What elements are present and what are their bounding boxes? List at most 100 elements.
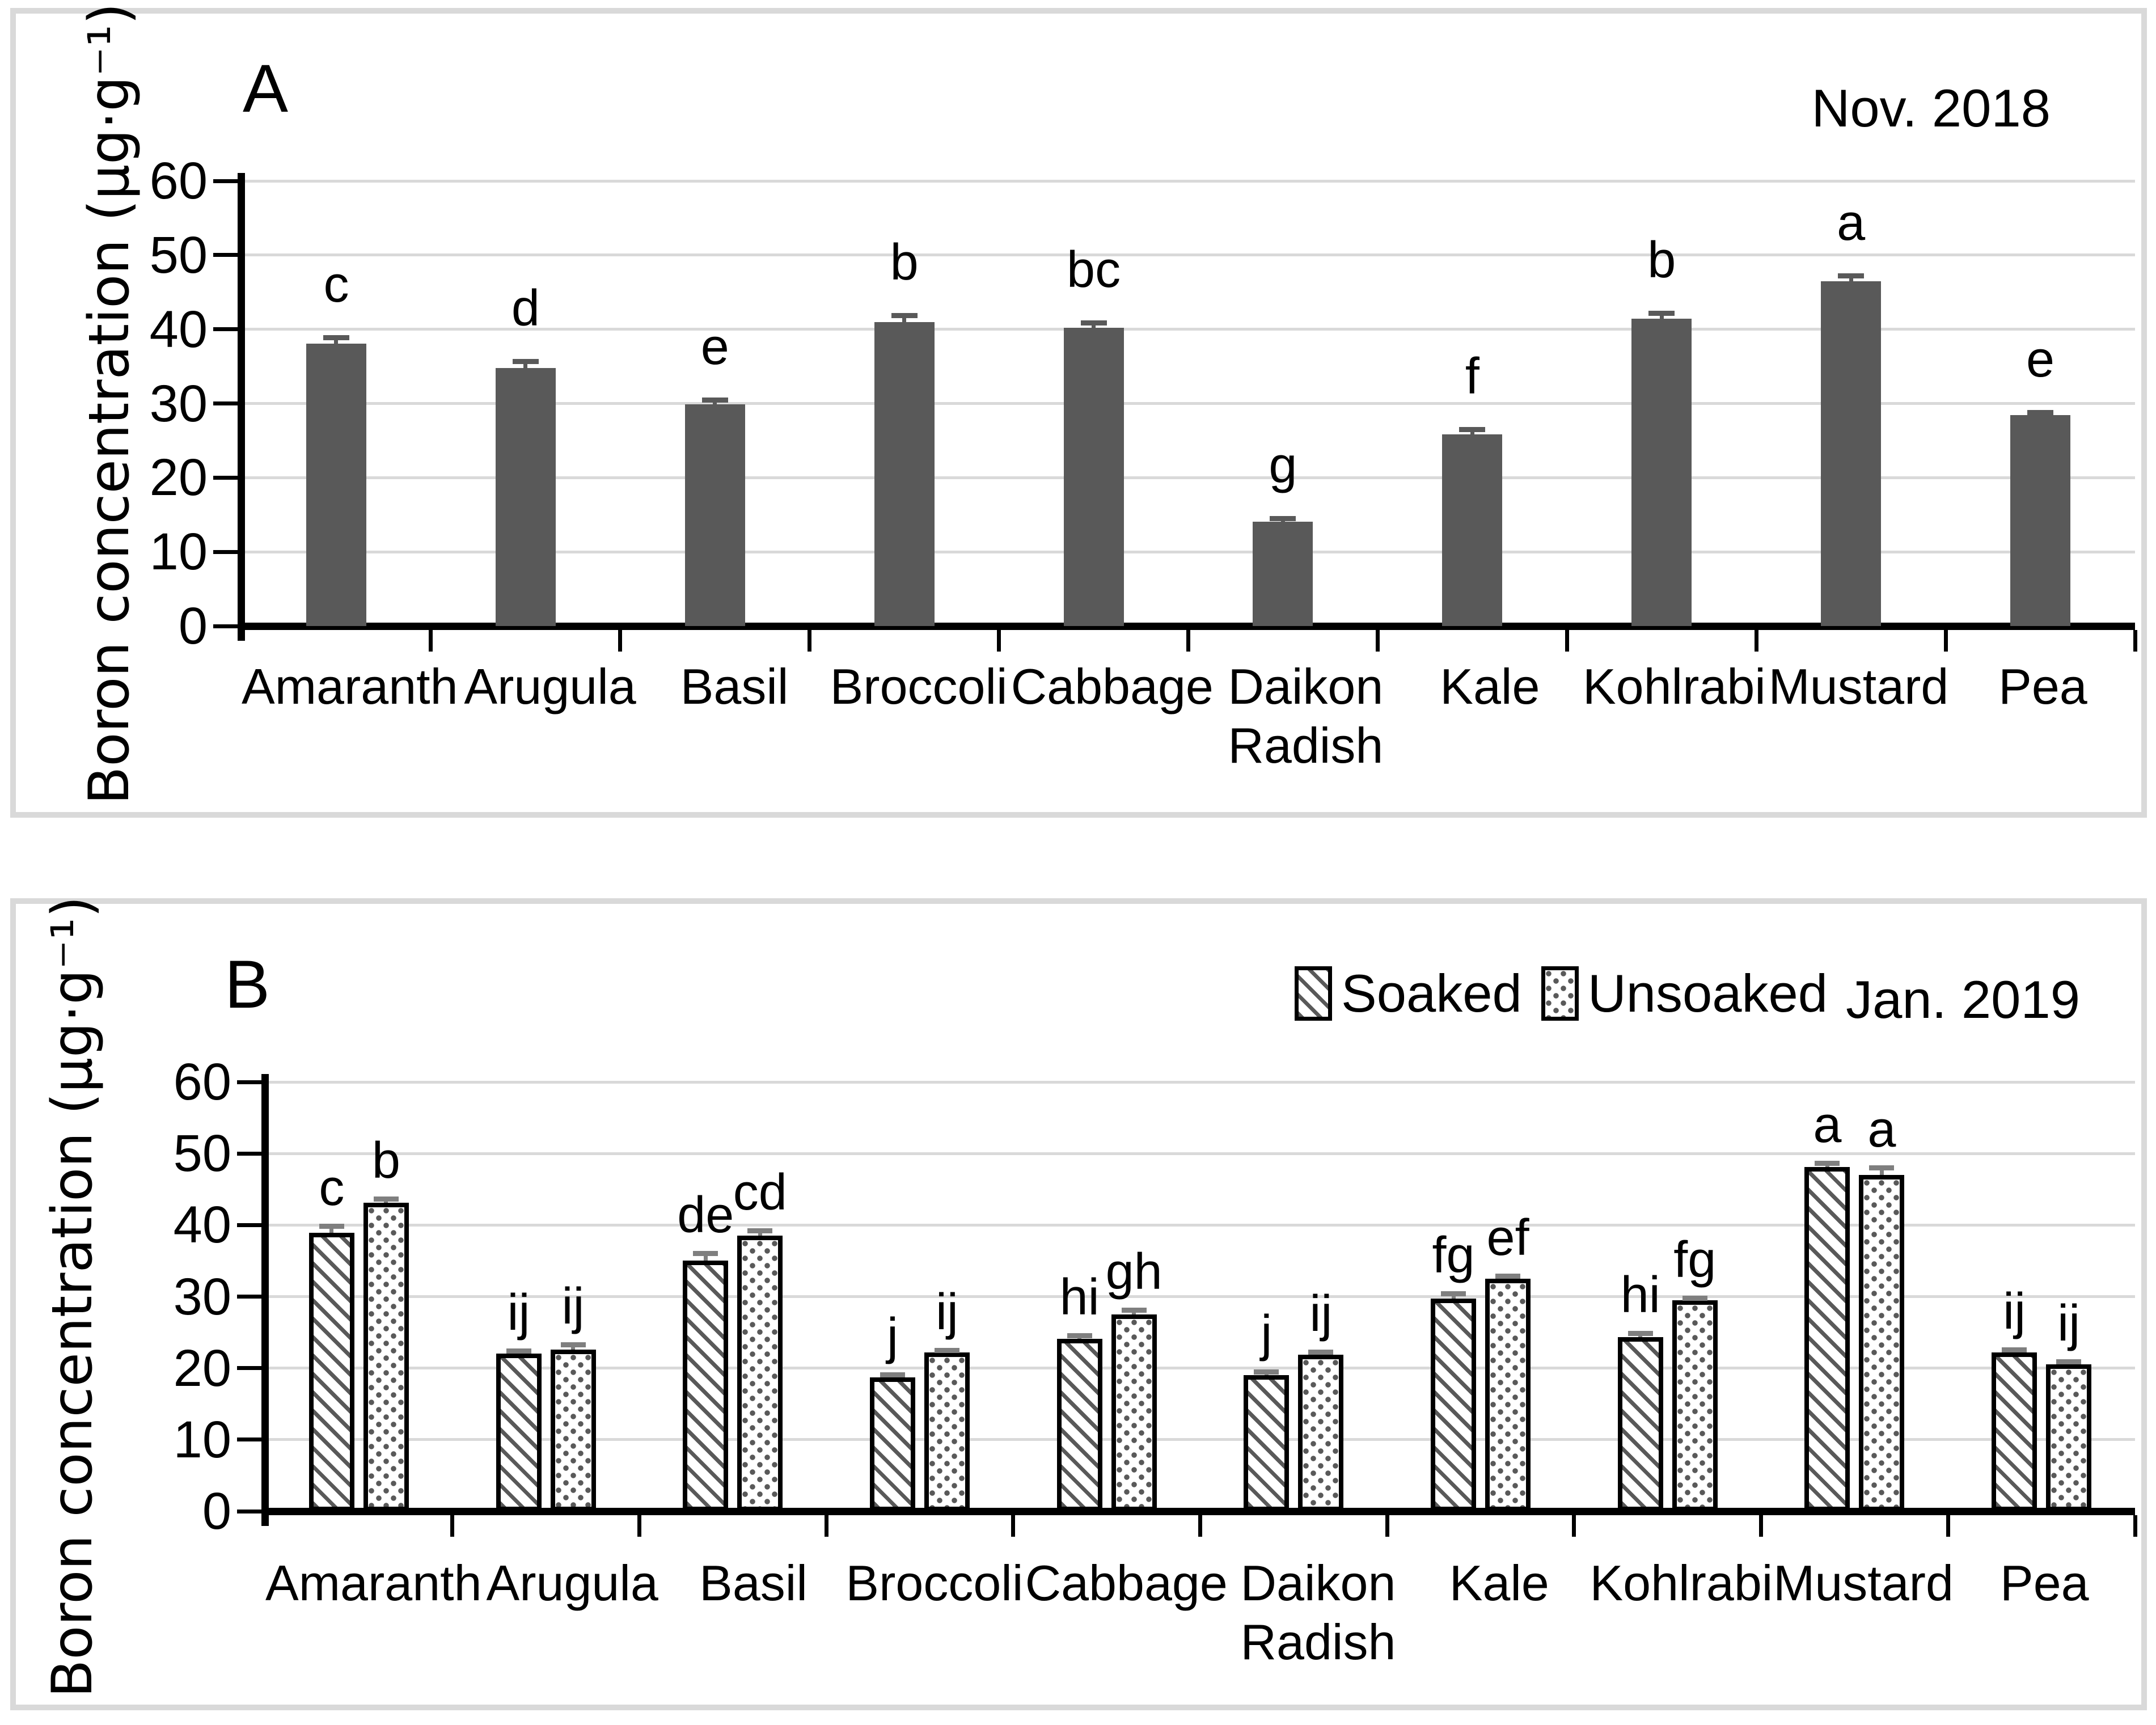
error-bar (703, 1253, 708, 1261)
gridline (242, 476, 2135, 479)
error-bar-cap (512, 358, 539, 364)
error-bar-cap (1648, 310, 1675, 316)
y-axis-tick (237, 1366, 262, 1371)
error-bar-cap (373, 1196, 399, 1202)
chart-a-plot-area: 0 10 20 30 40 50 60 c d e b bc g f b a e (150, 155, 2137, 652)
x-axis-label: Daikon Radish (1240, 1555, 1396, 1670)
y-axis-tick-label: 10 (173, 1410, 231, 1469)
y-axis-tick (213, 549, 238, 554)
chart-b-plot-area: 0 10 20 30 40 50 60 c ij de j hi j fg hi a ij b ij cd ij gh ij… (174, 1056, 2137, 1537)
x-axis-tick (1759, 1515, 1764, 1537)
legend-item-soaked: Soaked (1295, 966, 1522, 1021)
y-axis-tick (213, 253, 238, 257)
gridline (265, 1367, 2135, 1370)
y-axis-line (238, 173, 245, 641)
x-axis-tick (429, 630, 433, 652)
y-axis-tick-label: 50 (149, 226, 208, 284)
y-axis-tick (237, 1151, 262, 1156)
x-axis-label: Amaranth (242, 658, 458, 714)
x-axis-tick (1186, 630, 1190, 652)
significance-letter: a (1837, 195, 1866, 252)
y-axis-tick (237, 1509, 262, 1513)
x-axis-label: Kohlrabi (1582, 658, 1766, 714)
x-axis-tick (1385, 1515, 1389, 1537)
significance-letter: b (371, 1132, 400, 1189)
x-axis-tick (2133, 1515, 2137, 1537)
bar-soaked-kale (1431, 1299, 1477, 1511)
y-axis-tick-label: 30 (173, 1267, 231, 1326)
significance-letter: e (700, 318, 729, 375)
bar-unsoaked-daikon-radish (1298, 1354, 1344, 1511)
x-axis-tick (1754, 630, 1758, 652)
error-bar-cap (1080, 320, 1107, 325)
bar-unsoaked-mustard (1859, 1175, 1905, 1511)
error-bar-cap (1270, 516, 1296, 522)
gridline (265, 1223, 2135, 1227)
significance-letter: c (319, 1159, 345, 1216)
bar-soaked-kohlrabi (1617, 1337, 1663, 1511)
x-axis-tick (1565, 630, 1569, 652)
x-axis-label: Pea (1998, 658, 2087, 714)
bar-nov. 2018-broccoli (874, 322, 935, 626)
significance-letter: ij (507, 1284, 530, 1342)
significance-letter: hi (1059, 1269, 1100, 1326)
legend-label-soaked: Soaked (1341, 963, 1522, 1023)
y-axis-tick (237, 1223, 262, 1227)
error-bar-cap (560, 1342, 586, 1348)
x-axis-label: Arugula (464, 658, 636, 714)
bar-nov. 2018-basil (684, 404, 745, 626)
error-bar-cap (1254, 1369, 1279, 1375)
y-axis-tick-label: 60 (149, 152, 208, 210)
y-axis-line (261, 1074, 269, 1526)
error-bar-cap (2002, 1347, 2027, 1352)
bar-soaked-basil (683, 1261, 729, 1511)
x-axis-label: Kale (1440, 658, 1540, 714)
chart-a-x-axis-labels: Amaranth Arugula Basil Broccoli Cabbage Daiko… (242, 657, 2135, 775)
x-axis-label: Broccoli (846, 1555, 1024, 1611)
bar-nov. 2018-cabbage (1063, 328, 1124, 626)
significance-letter: fg (1432, 1227, 1475, 1284)
error-bar-cap (1627, 1330, 1653, 1336)
x-axis-label: Mustard (1768, 658, 1949, 714)
significance-letter: cd (733, 1164, 787, 1221)
error-bar-cap (1441, 1291, 1466, 1297)
error-bar-cap (880, 1372, 905, 1378)
error-bar-cap (1495, 1273, 1521, 1279)
x-axis-tick (637, 1515, 641, 1537)
y-axis-tick (213, 401, 238, 405)
significance-letter: ij (1309, 1285, 1333, 1342)
significance-letter: g (1269, 437, 1297, 494)
significance-letter: gh (1105, 1244, 1162, 1301)
gridline (242, 179, 2135, 183)
x-axis-tick (1011, 1515, 1016, 1537)
significance-letter: ij (2003, 1283, 2026, 1340)
significance-letter: f (1465, 348, 1479, 405)
bar-soaked-daikon-radish (1244, 1375, 1290, 1511)
y-axis-tick (237, 1080, 262, 1084)
gridline (242, 550, 2135, 553)
y-axis-tick-label: 40 (173, 1196, 231, 1254)
panel-b: B Soaked Unsoaked Jan. 2019 Boron concen… (10, 896, 2147, 1710)
x-axis-tick (450, 1515, 455, 1537)
gridline (242, 253, 2135, 257)
error-bar-cap (1869, 1165, 1895, 1171)
bar-soaked-arugula (496, 1354, 542, 1511)
y-axis-tick (237, 1295, 262, 1299)
significance-letter: b (1647, 231, 1676, 289)
unsoaked-dots-swatch-icon (1541, 966, 1579, 1021)
significance-letter: j (886, 1308, 898, 1365)
x-axis-tick (1946, 1515, 1950, 1537)
error-bar-cap (934, 1348, 959, 1354)
gridline (242, 402, 2135, 405)
gridline (265, 1152, 2135, 1155)
error-bar (1879, 1168, 1884, 1175)
x-axis-label: Arugula (486, 1555, 658, 1611)
error-bar-cap (1067, 1333, 1092, 1338)
x-axis-label: Daikon Radish (1228, 658, 1384, 773)
significance-letter: j (1261, 1305, 1273, 1362)
x-axis-label: Amaranth (265, 1555, 482, 1611)
y-axis-tick (213, 327, 238, 332)
error-bar-cap (1838, 273, 1865, 279)
y-axis-tick (237, 1438, 262, 1442)
x-axis-label: Basil (699, 1555, 808, 1611)
